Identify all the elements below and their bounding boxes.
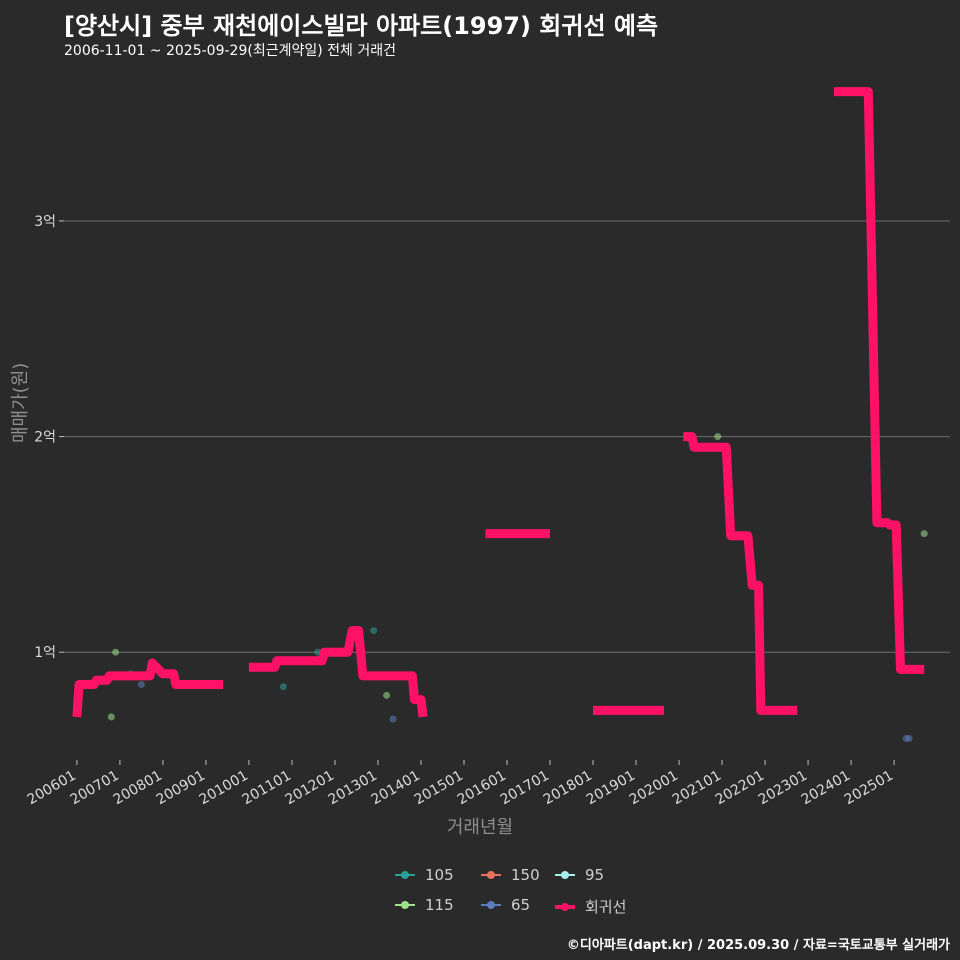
data-point-115 <box>112 648 120 656</box>
x-tick-label: 201401 <box>369 768 423 809</box>
legend-label: 150 <box>511 866 540 884</box>
source-caption: ©디아파트(dapt.kr) / 2025.09.30 / 자료=국토교통부 실… <box>566 938 950 953</box>
data-point-105 <box>279 683 287 691</box>
regression-segment <box>248 626 428 718</box>
legend-swatch-regression <box>553 901 577 913</box>
legend-item-65[interactable]: 65 <box>479 896 530 914</box>
x-tick-label: 201301 <box>326 768 380 809</box>
y-axis-ticks: 1억 2억 3억 <box>34 214 64 661</box>
y-tick-label: 2억 <box>34 430 56 446</box>
data-point-115 <box>107 713 115 721</box>
y-tick-label: 1억 <box>34 645 56 661</box>
data-point-65 <box>905 734 913 742</box>
grid-lines <box>64 220 950 653</box>
x-tick-label: 200601 <box>25 768 79 809</box>
x-tick-label: 202101 <box>670 768 724 809</box>
y-tick-label: 3억 <box>34 214 56 230</box>
legend-item-115[interactable]: 115 <box>393 896 454 914</box>
x-tick-label: 200801 <box>111 768 165 809</box>
x-axis-ticks: 2006012007012008012009012010012011012012… <box>25 760 896 808</box>
x-tick-label: 201001 <box>197 768 251 809</box>
data-point-115 <box>714 433 722 441</box>
data-point-105 <box>370 627 378 635</box>
legend-swatch-65 <box>479 899 503 911</box>
x-tick-label: 202401 <box>799 768 853 809</box>
legend-label: 105 <box>425 866 454 884</box>
x-tick-label: 201801 <box>541 768 595 809</box>
data-point-65 <box>137 681 145 689</box>
x-tick-label: 201601 <box>455 768 509 809</box>
chart-subtitle: 2006-11-01 ~ 2025-09-29(최근계약일) 전체 거래건 <box>64 43 396 59</box>
legend-item-150[interactable]: 150 <box>479 866 540 884</box>
x-tick-label: 202201 <box>713 768 767 809</box>
chart-title: [양산시] 중부 재천에이스빌라 아파트(1997) 회귀선 예측 <box>64 12 659 40</box>
legend-item-regression[interactable]: 회귀선 <box>553 896 626 917</box>
regression-line <box>72 87 925 718</box>
legend-item-105[interactable]: 105 <box>393 866 454 884</box>
x-tick-label: 201501 <box>412 768 466 809</box>
legend-swatch-105 <box>393 869 417 881</box>
legend-swatch-150 <box>479 869 503 881</box>
legend-label: 115 <box>425 896 454 914</box>
legend-swatch-115 <box>393 899 417 911</box>
data-point-115 <box>383 691 391 699</box>
x-tick-label: 201901 <box>584 768 638 809</box>
legend-item-95[interactable]: 95 <box>553 866 604 884</box>
x-tick-label: 202501 <box>842 768 896 809</box>
x-tick-label: 202301 <box>756 768 810 809</box>
x-tick-label: 201701 <box>498 768 552 809</box>
regression-segment <box>833 87 925 674</box>
x-axis-label: 거래년월 <box>446 817 514 838</box>
legend-label: 65 <box>511 896 531 914</box>
x-tick-label: 201201 <box>283 768 337 809</box>
data-point-65 <box>389 715 397 723</box>
x-tick-label: 200901 <box>154 768 208 809</box>
x-tick-label: 201101 <box>240 768 294 809</box>
x-tick-label: 202001 <box>627 768 681 809</box>
scatter-points <box>107 433 928 742</box>
x-tick-label: 200701 <box>68 768 122 809</box>
y-axis-label: 매매가(원) <box>10 362 31 443</box>
regression-segment <box>72 658 224 718</box>
legend-label: 95 <box>585 866 605 884</box>
legend-label: 회귀선 <box>585 898 627 916</box>
data-point-115 <box>920 530 928 538</box>
legend-swatch-95 <box>553 869 577 881</box>
regression-segment <box>683 432 798 715</box>
